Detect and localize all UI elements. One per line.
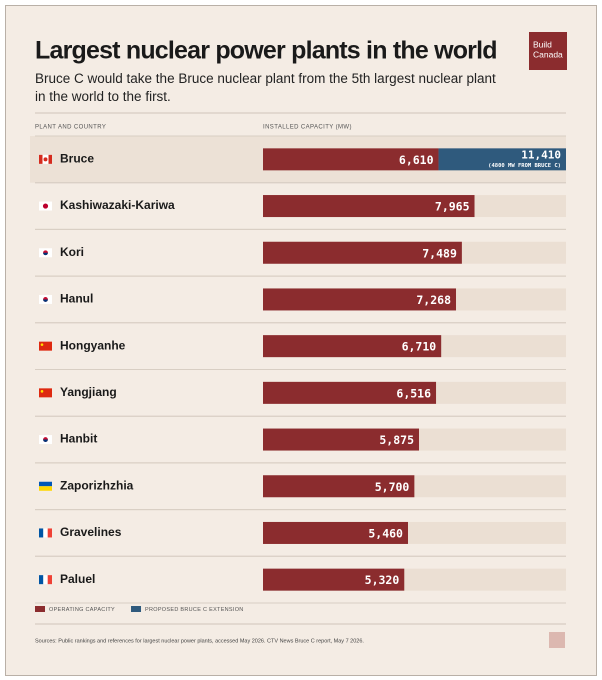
category-label: Hongyanhe xyxy=(60,338,126,352)
category-label: Kashiwazaki-Kariwa xyxy=(60,198,175,212)
value-label: 5,700 xyxy=(375,480,410,494)
column-header: PLANT AND COUNTRY xyxy=(35,125,106,131)
bar xyxy=(263,475,415,498)
category-label: Hanbit xyxy=(60,432,97,446)
flag-part xyxy=(39,154,43,164)
bar xyxy=(263,288,457,311)
flag-part xyxy=(47,528,52,538)
flag xyxy=(39,528,52,538)
source: Sources: Public rankings and references … xyxy=(35,638,364,644)
brand-text: Canada xyxy=(533,49,563,59)
brand-text: Build xyxy=(533,39,552,49)
bar xyxy=(263,335,442,358)
chart-title: Largest nuclear power plants in the worl… xyxy=(35,37,497,65)
column-header: INSTALLED CAPACITY (MW) xyxy=(263,125,352,131)
value-label: 5,460 xyxy=(368,526,403,540)
flag xyxy=(39,388,52,398)
bar xyxy=(263,195,475,218)
flag-part xyxy=(39,341,52,351)
bar xyxy=(438,148,566,171)
legend-swatch xyxy=(35,606,45,612)
value-label: 5,875 xyxy=(379,433,414,447)
bar xyxy=(263,521,408,544)
flag xyxy=(39,435,52,445)
legend-swatch xyxy=(131,606,142,612)
bar xyxy=(263,241,462,264)
value-label: 6,710 xyxy=(402,340,437,354)
value-label: 5,320 xyxy=(365,573,400,587)
flag-part xyxy=(40,343,44,346)
flag xyxy=(39,481,52,491)
flag-part xyxy=(43,157,48,162)
category-label: Kori xyxy=(60,245,84,259)
flag-part xyxy=(47,575,52,585)
category-label: Paluel xyxy=(60,572,95,586)
total-label: 11,410 xyxy=(521,148,561,161)
bar xyxy=(263,428,420,451)
flag-part xyxy=(39,388,52,398)
legend-label: PROPOSED BRUCE C EXTENSION xyxy=(145,607,244,613)
flag-part xyxy=(43,439,48,442)
bar xyxy=(263,148,439,171)
flag-part xyxy=(40,390,44,393)
flag xyxy=(39,575,52,585)
bar xyxy=(263,568,405,591)
flag-part xyxy=(39,481,52,487)
value-label: 7,268 xyxy=(416,293,451,307)
value-label: 6,610 xyxy=(399,153,434,167)
value-label: 7,489 xyxy=(422,246,457,260)
flag xyxy=(39,248,52,258)
flag xyxy=(39,294,52,304)
flag-part xyxy=(39,486,52,491)
flag-part xyxy=(48,154,52,164)
flag-part xyxy=(43,528,48,538)
category-label: Yangjiang xyxy=(60,385,117,399)
flag xyxy=(39,201,52,211)
category-label: Zaporizhzhia xyxy=(60,478,134,492)
category-label: Bruce xyxy=(60,152,94,166)
total-note: (4800 MW FROM BRUCE C) xyxy=(488,163,561,169)
flag-part xyxy=(39,575,44,585)
category-label: Gravelines xyxy=(60,525,122,539)
flag-part xyxy=(39,528,44,538)
legend-label: OPERATING CAPACITY xyxy=(49,607,115,613)
value-label: 6,516 xyxy=(396,386,431,400)
flag-part xyxy=(43,575,48,585)
small-logo xyxy=(549,632,565,648)
flag xyxy=(39,154,52,164)
value-label: 7,965 xyxy=(435,200,470,214)
bar xyxy=(263,381,437,404)
category-label: Hanul xyxy=(60,292,93,306)
flag-part xyxy=(43,299,48,302)
flag-part xyxy=(42,203,49,209)
flag-part xyxy=(43,252,48,256)
brand-logo xyxy=(529,32,567,70)
subtitle: Bruce C would take the Bruce nuclear pla… xyxy=(35,71,496,104)
flag xyxy=(39,341,52,351)
